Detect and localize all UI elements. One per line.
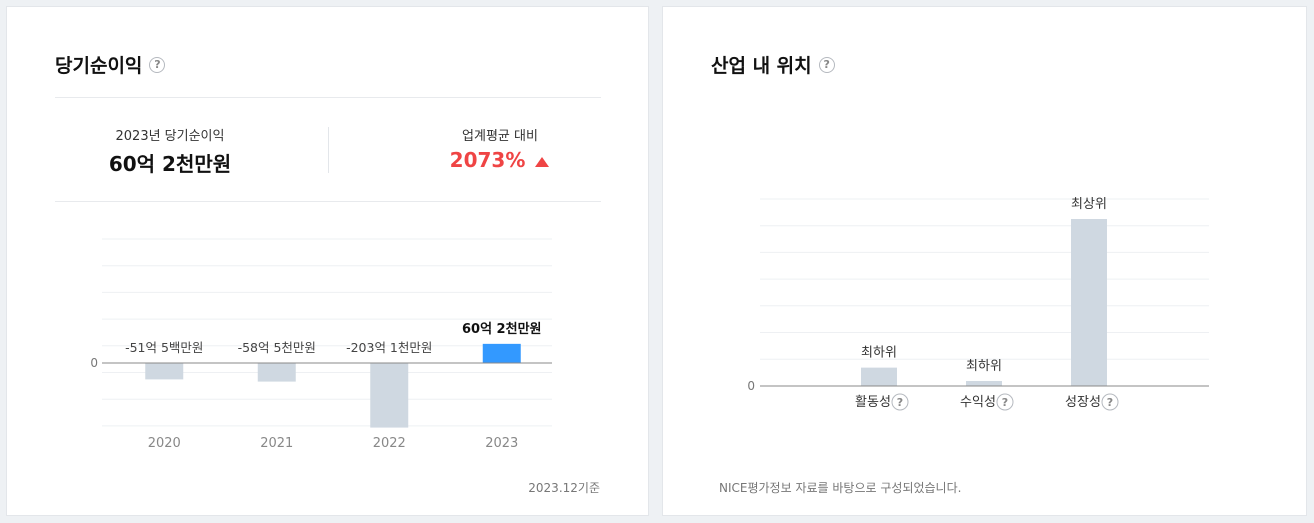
category-label-성장성: 성장성: [1065, 395, 1101, 410]
divider: [55, 97, 601, 98]
category-label-2020: 2020: [148, 436, 181, 451]
industry-position-card: 산업 내 위치 ? 0 최하위 최하위 최상위 활동성? 수익성? 성장성? NICE평…: [662, 6, 1307, 516]
industry-compare-summary: 업계평균 대비 2073%: [365, 125, 635, 172]
help-icon[interactable]: ?: [149, 56, 166, 73]
net-income-chart: 0 -51억 5백만원 -58억 5천만원 -203억 1천만원 60억 2천만원 2…: [90, 238, 552, 451]
chart-bars: [145, 343, 521, 428]
value-label-2020: -51억 5백만원: [125, 340, 203, 355]
value-label-2022: -203억 1천만원: [346, 340, 432, 355]
net-income-summary-value: 60억 2천만원: [108, 152, 232, 176]
category-label-2021: 2021: [260, 436, 293, 451]
chart-category-labels: 활동성? 수익성? 성장성?: [855, 393, 1119, 411]
bar-2021: [257, 363, 296, 382]
bar-2022: [370, 363, 409, 428]
industry-compare-value-row: 2073%: [365, 148, 635, 172]
net-income-footnote: 2023.12기준: [528, 481, 600, 495]
bar-수익성: [966, 380, 1002, 386]
bar-성장성: [1071, 219, 1107, 386]
industry-compare-label: 업계평균 대비: [462, 129, 538, 144]
bar-활동성: [861, 367, 897, 386]
triangle-up-icon: [535, 156, 550, 167]
chart-value-labels: -51억 5백만원 -58억 5천만원 -203억 1천만원 60억 2천만원: [125, 321, 541, 355]
help-icon[interactable]: ?: [891, 393, 909, 411]
value-label-2021: -58억 5천만원: [238, 340, 316, 355]
svg-text:?: ?: [897, 396, 903, 409]
industry-position-title: 산업 내 위치: [711, 55, 812, 77]
bar-2020: [145, 363, 184, 380]
industry-position-footnote: NICE평가정보 자료를 바탕으로 구성되었습니다.: [719, 481, 962, 495]
help-icon[interactable]: ?: [1101, 393, 1119, 411]
value-label-성장성: 최상위: [1071, 197, 1107, 212]
help-icon[interactable]: ?: [996, 393, 1014, 411]
industry-position-title-row: 산업 내 위치 ?: [711, 51, 835, 78]
category-label-활동성: 활동성: [855, 395, 891, 410]
net-income-title: 당기순이익: [55, 55, 143, 77]
category-label-2022: 2022: [373, 436, 406, 451]
net-income-title-row: 당기순이익 ?: [55, 51, 166, 78]
category-label-2023: 2023: [485, 436, 518, 451]
divider: [55, 201, 601, 202]
value-label-2023: 60억 2천만원: [462, 321, 542, 337]
svg-text:?: ?: [1002, 396, 1008, 409]
chart-bars: [861, 219, 1107, 386]
y-zero-label: 0: [747, 379, 755, 393]
bar-2023: [482, 343, 521, 363]
svg-text:?: ?: [1107, 396, 1113, 409]
value-label-수익성: 최하위: [966, 359, 1002, 374]
net-income-summary-label: 2023년 당기순이익: [115, 129, 225, 144]
summary-divider: [328, 127, 329, 173]
category-label-수익성: 수익성: [960, 395, 996, 410]
help-icon[interactable]: ?: [818, 56, 835, 73]
y-zero-label: 0: [90, 356, 98, 370]
net-income-summary: 2023년 당기순이익 60억 2천만원: [35, 125, 305, 177]
net-income-card: 당기순이익 ? 2023년 당기순이익 60억 2천만원 업계평균 대비 207…: [6, 6, 649, 516]
value-label-활동성: 최하위: [861, 346, 897, 361]
chart-category-labels: 2020 2021 2022 2023: [148, 436, 519, 451]
chart-gridlines: [760, 198, 1209, 360]
industry-compare-value: 2073%: [449, 148, 526, 172]
